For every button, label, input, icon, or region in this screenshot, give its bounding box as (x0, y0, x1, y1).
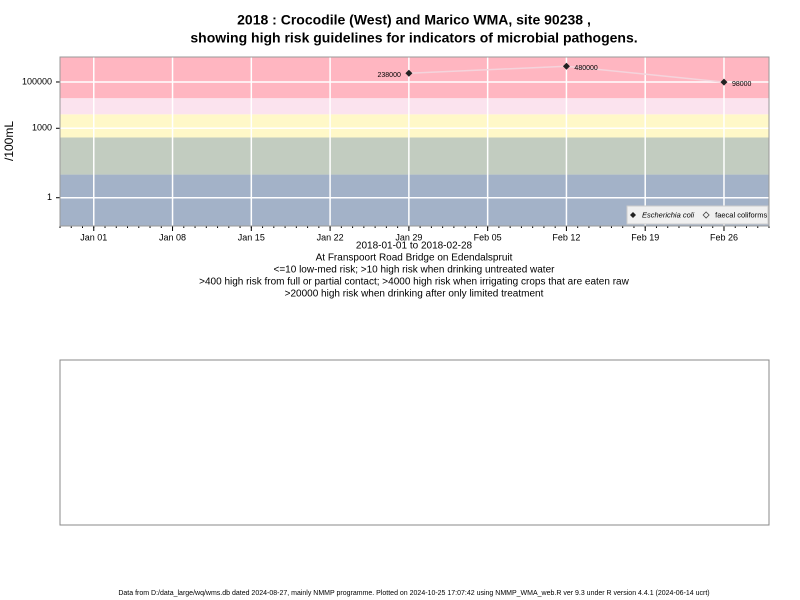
risk-band (60, 57, 769, 99)
x-tick-label: Jan 15 (238, 232, 265, 242)
x-tick-label: Feb 12 (552, 232, 580, 242)
y-tick-label: 1 (47, 192, 52, 202)
data-label: 480000 (574, 65, 597, 72)
legend-label: faecal coliforms (715, 210, 767, 219)
x-tick-label: Feb 26 (710, 232, 738, 242)
legend-box (626, 205, 769, 225)
risk-band (60, 98, 769, 115)
data-point (720, 78, 728, 86)
footer: Data from D:/data_large/wq/wms.db dated … (118, 590, 709, 597)
risk-band (60, 137, 769, 175)
note: >20000 high risk when drinking after onl… (285, 289, 544, 300)
x-tick-label: Feb 19 (631, 232, 659, 242)
data-point (405, 69, 413, 77)
title-line: showing high risk guidelines for indicat… (190, 30, 637, 46)
y-tick-label: 1000 (32, 123, 52, 133)
plot-frame (59, 56, 770, 227)
legend-label: Escherichia coli (642, 210, 694, 219)
data-label: 238000 (378, 72, 401, 79)
note: At Franspoort Road Bridge on Edendalspru… (316, 253, 513, 264)
y-label: /100mL (2, 121, 16, 161)
x-tick-label: Jan 29 (395, 232, 422, 242)
x-tick-label: Feb 05 (474, 232, 502, 242)
x-tick-label: Jan 22 (317, 232, 344, 242)
note: <=10 low-med risk; >10 high risk when dr… (274, 265, 556, 276)
y-tick-label: 100000 (22, 76, 52, 86)
data-point (562, 62, 570, 70)
empty-panel (59, 359, 770, 526)
legend-symbol (630, 212, 636, 218)
risk-band (60, 114, 769, 138)
data-label: 98000 (732, 81, 752, 88)
title-line: 2018 : Crocodile (West) and Marico WMA, … (237, 12, 591, 28)
x-tick-label: Jan 08 (159, 232, 186, 242)
legend-symbol (702, 211, 710, 219)
x-tick-label: Jan 01 (80, 232, 107, 242)
note: >400 high risk from full or partial cont… (199, 277, 629, 288)
note: 2018-01-01 to 2018-02-28 (356, 241, 473, 252)
